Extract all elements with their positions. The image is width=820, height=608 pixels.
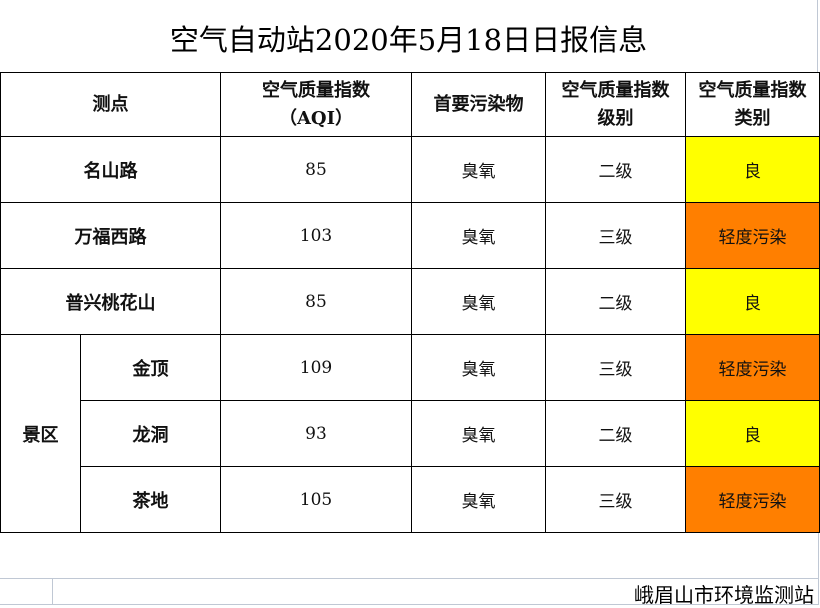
header-aqi: 空气质量指数 （AQI）	[220, 72, 412, 137]
grid-divider	[52, 578, 53, 604]
aqi-level: 二级	[545, 268, 686, 335]
aqi-category: 良	[685, 136, 820, 203]
header-aqi-line2: （AQI）	[278, 107, 354, 129]
page-title: 空气自动站2020年5月18日日报信息	[0, 0, 818, 72]
header-row: 测点 空气质量指数 （AQI） 首要污染物 空气质量指数 级别 空气质量指数 类别	[0, 72, 820, 137]
table-row: 景区 金顶 109 臭氧 三级 轻度污染	[0, 334, 820, 533]
aqi-category: 轻度污染	[685, 202, 820, 269]
header-category: 空气质量指数 类别	[685, 72, 820, 137]
footer: 峨眉山市环境监测站	[0, 578, 819, 607]
aqi-category: 良	[685, 268, 820, 335]
aqi-value: 93	[220, 400, 412, 467]
primary-pollutant: 臭氧	[411, 334, 546, 401]
station-name: 名山路	[0, 136, 221, 203]
table-row: 普兴桃花山 85 臭氧 二级 良	[0, 268, 820, 335]
aqi-level: 二级	[545, 400, 686, 467]
aqi-level: 三级	[545, 334, 686, 401]
blank-row	[0, 533, 819, 579]
header-level-line2: 级别	[597, 107, 634, 129]
aqi-table: 测点 空气质量指数 （AQI） 首要污染物 空气质量指数 级别 空气质量指数 类别 名…	[0, 72, 820, 533]
station-name: 金顶	[80, 334, 221, 401]
aqi-level: 二级	[545, 136, 686, 203]
primary-pollutant: 臭氧	[411, 202, 546, 269]
header-category-line2: 类别	[734, 107, 771, 129]
table-row: 名山路 85 臭氧 二级 良	[0, 136, 820, 203]
aqi-value: 85	[220, 268, 412, 335]
primary-pollutant: 臭氧	[411, 400, 546, 467]
station-name: 茶地	[80, 466, 221, 533]
header-level: 空气质量指数 级别	[545, 72, 686, 137]
aqi-category: 良	[685, 400, 820, 467]
aqi-level: 三级	[545, 466, 686, 533]
primary-pollutant: 臭氧	[411, 268, 546, 335]
station-name: 万福西路	[0, 202, 221, 269]
aqi-value: 105	[220, 466, 412, 533]
footer-source: 峨眉山市环境监测站	[634, 583, 814, 607]
station-name: 普兴桃花山	[0, 268, 221, 335]
primary-pollutant: 臭氧	[411, 136, 546, 203]
station-name: 龙洞	[80, 400, 221, 467]
scenic-group-label: 景区	[0, 334, 81, 533]
aqi-value: 103	[220, 202, 412, 269]
header-aqi-line1: 空气质量指数	[262, 79, 370, 101]
header-level-line1: 空气质量指数	[561, 79, 670, 101]
header-station: 测点	[0, 72, 221, 137]
table-row: 万福西路 103 臭氧 三级 轻度污染	[0, 202, 820, 269]
aqi-value: 85	[220, 136, 412, 203]
aqi-value: 109	[220, 334, 412, 401]
aqi-level: 三级	[545, 202, 686, 269]
table-row: 龙洞 93 臭氧 二级 良	[1, 400, 820, 467]
primary-pollutant: 臭氧	[411, 466, 546, 533]
header-category-line1: 空气质量指数	[698, 79, 807, 101]
table-row: 茶地 105 臭氧 三级 轻度污染	[1, 466, 820, 533]
aqi-category: 轻度污染	[685, 466, 820, 533]
header-pollutant: 首要污染物	[411, 72, 546, 137]
aqi-category: 轻度污染	[685, 334, 820, 401]
